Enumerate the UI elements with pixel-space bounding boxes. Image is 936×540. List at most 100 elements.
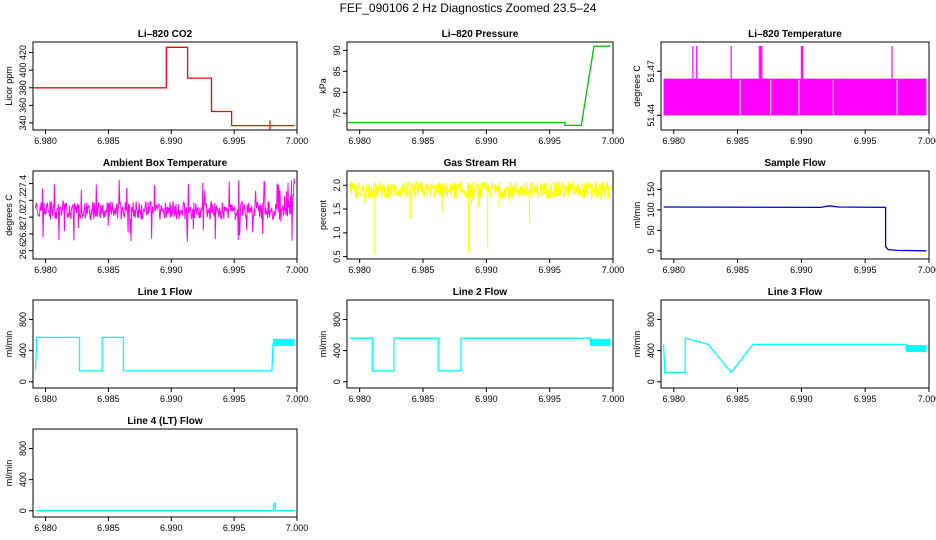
x-tick-label: 6.995 xyxy=(854,394,877,404)
x-tick-label: 7.000 xyxy=(918,136,936,146)
x-tick-label: 6.980 xyxy=(662,394,685,404)
x-tick-label: 7.000 xyxy=(286,394,309,404)
x-tick-label: 6.985 xyxy=(97,523,120,533)
x-tick-label: 6.990 xyxy=(160,265,183,275)
plot-frame xyxy=(32,428,298,518)
x-tick-label: 6.980 xyxy=(34,394,57,404)
x-tick-label: 7.000 xyxy=(918,394,936,404)
y-tick-label: 400 xyxy=(18,472,28,487)
y-tick-label: 51.44 xyxy=(646,104,656,127)
series-line xyxy=(33,46,295,127)
y-tick-label: 400 xyxy=(646,343,656,358)
x-tick-label: 6.985 xyxy=(97,136,120,146)
panel-8: Line 3 Flow 6.980 6.985 6.990 6.995 7.000 0 400… xyxy=(632,287,936,404)
y-axis-label: kPa xyxy=(318,78,328,94)
x-tick-label: 6.990 xyxy=(160,523,183,533)
panel-4: Gas Stream RH 6.980 6.985 6.990 6.995 7.000 0.… xyxy=(318,158,624,275)
x-tick-label: 6.985 xyxy=(412,394,435,404)
y-tick-label: 27.2 xyxy=(18,192,28,210)
y-axis-label: ml/min xyxy=(632,202,642,229)
x-tick-label: 6.995 xyxy=(223,265,246,275)
x-tick-label: 6.995 xyxy=(854,265,877,275)
x-tick-label: 6.995 xyxy=(223,523,246,533)
x-tick-label: 6.980 xyxy=(34,523,57,533)
plot-frame xyxy=(346,299,614,389)
x-tick-label: 6.995 xyxy=(538,394,561,404)
panel-title: Li–820 Pressure xyxy=(442,29,519,40)
panel-title: Gas Stream RH xyxy=(444,158,517,169)
y-tick-label: 26.6 xyxy=(18,242,28,260)
y-tick-label: 800 xyxy=(18,312,28,327)
x-tick-label: 6.990 xyxy=(160,136,183,146)
y-tick-label: 0 xyxy=(646,248,656,253)
panel-7: Line 2 Flow 6.980 6.985 6.990 6.995 7.000 0 400… xyxy=(318,287,624,404)
x-tick-label: 6.985 xyxy=(726,265,749,275)
x-tick-label: 7.000 xyxy=(918,265,936,275)
x-tick-label: 7.000 xyxy=(602,136,625,146)
x-tick-label: 6.990 xyxy=(475,136,498,146)
panel-title: Line 4 (LT) Flow xyxy=(127,416,203,427)
x-tick-label: 7.000 xyxy=(286,265,309,275)
series-line xyxy=(34,336,295,372)
x-tick-label: 6.985 xyxy=(412,136,435,146)
y-axis-label: degrees C xyxy=(632,65,642,107)
y-tick-label: 75 xyxy=(332,108,342,118)
x-tick-label: 7.000 xyxy=(286,136,309,146)
y-axis-label: ml/min xyxy=(632,331,642,358)
x-tick-label: 7.000 xyxy=(286,523,309,533)
y-tick-label: 0 xyxy=(18,508,28,513)
panel-title: Line 1 Flow xyxy=(138,287,193,298)
x-tick-label: 6.995 xyxy=(538,265,561,275)
y-axis-label: ml/min xyxy=(4,331,14,358)
panel-title: Sample Flow xyxy=(764,158,825,169)
x-tick-label: 6.980 xyxy=(34,265,57,275)
y-tick-label: 80 xyxy=(332,87,342,97)
y-tick-label: 27.4 xyxy=(18,175,28,193)
y-tick-label: 800 xyxy=(646,312,656,327)
x-tick-label: 6.985 xyxy=(726,394,749,404)
noisy-tail xyxy=(590,338,611,346)
x-tick-label: 6.980 xyxy=(348,394,371,404)
y-tick-label: 360 xyxy=(18,98,28,113)
y-tick-label: 0.5 xyxy=(332,250,342,263)
y-tick-label: 0 xyxy=(646,379,656,384)
temperature-band xyxy=(663,78,927,116)
series-line xyxy=(663,205,927,252)
y-tick-label: 420 xyxy=(18,45,28,60)
x-tick-label: 6.990 xyxy=(160,394,183,404)
panel-5: Sample Flow 6.980 6.985 6.990 6.995 7.000 0 50 1… xyxy=(632,158,936,275)
x-tick-label: 6.985 xyxy=(412,265,435,275)
x-tick-label: 6.990 xyxy=(790,136,813,146)
panel-title: Line 2 Flow xyxy=(453,287,508,298)
panel-2: Li–820 Temperature 6.980 6.985 6.990 6.995 7.… xyxy=(632,29,936,146)
x-tick-label: 7.000 xyxy=(602,265,625,275)
y-tick-label: 1.5 xyxy=(332,203,342,216)
noisy-tail xyxy=(906,345,927,353)
plot-frame xyxy=(32,170,298,260)
y-tick-label: 2.0 xyxy=(332,179,342,192)
y-tick-label: 800 xyxy=(332,312,342,327)
panel-1: Li–820 Pressure 6.980 6.985 6.990 6.995 7.000… xyxy=(318,29,624,146)
y-tick-label: 50 xyxy=(646,225,656,235)
y-axis-label: percent xyxy=(318,199,328,230)
y-tick-label: 51.47 xyxy=(646,60,656,83)
x-tick-label: 6.990 xyxy=(475,394,498,404)
x-tick-label: 6.995 xyxy=(854,136,877,146)
plot-frame xyxy=(32,299,298,389)
y-tick-label: 400 xyxy=(18,63,28,78)
plot-frame xyxy=(660,41,930,131)
series-line xyxy=(347,45,611,127)
noisy-tail xyxy=(273,338,295,346)
figure-title: FEF_090106 2 Hz Diagnostics Zoomed 23.5–… xyxy=(339,1,597,15)
x-tick-label: 6.980 xyxy=(34,136,57,146)
y-tick-label: 27.0 xyxy=(18,208,28,226)
x-tick-label: 6.980 xyxy=(662,136,685,146)
x-tick-label: 6.980 xyxy=(348,136,371,146)
x-tick-label: 7.000 xyxy=(602,394,625,404)
panel-title: Li–820 CO2 xyxy=(138,29,193,40)
x-tick-label: 6.995 xyxy=(223,136,246,146)
plot-frame xyxy=(660,170,930,260)
x-tick-label: 6.980 xyxy=(662,265,685,275)
x-tick-label: 6.990 xyxy=(790,394,813,404)
